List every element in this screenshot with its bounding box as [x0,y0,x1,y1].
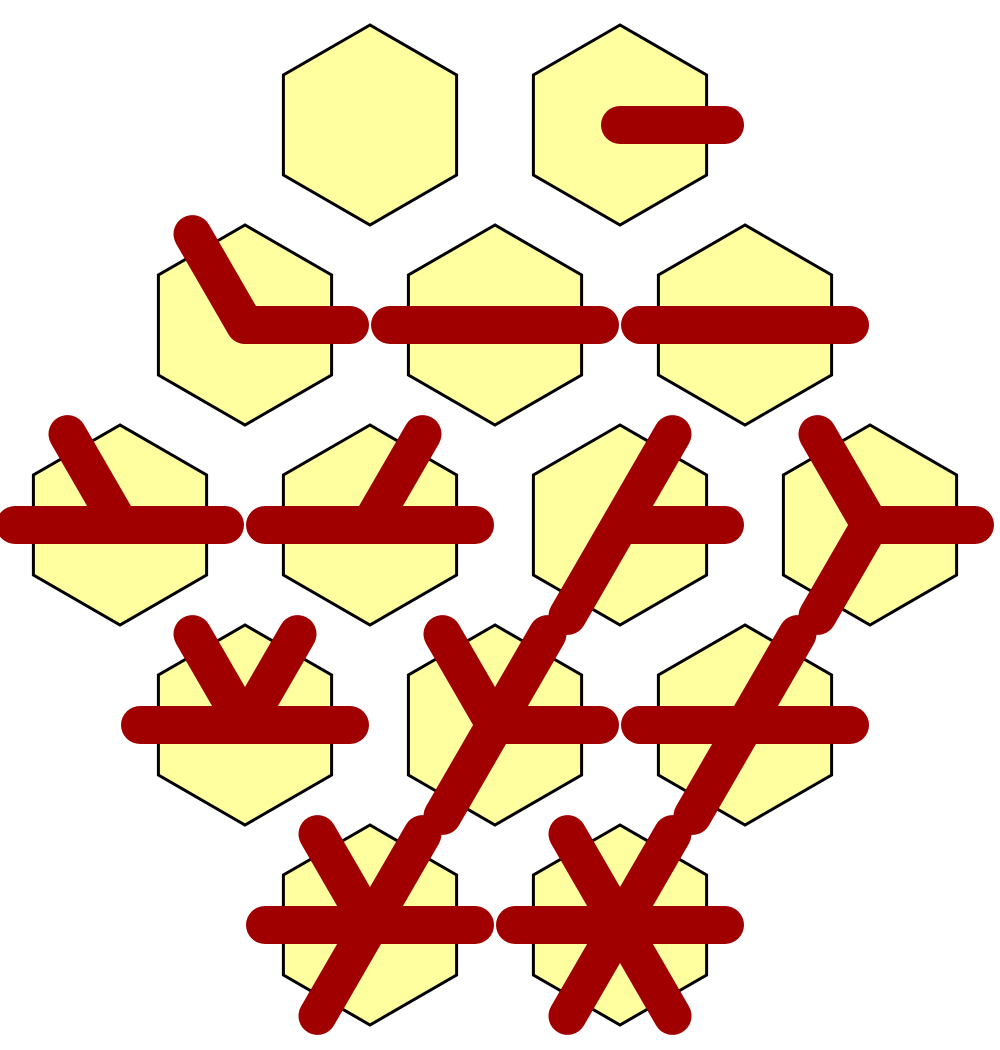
tile-12 [621,615,869,835]
spokes [798,415,994,635]
hexagon [281,23,459,227]
spokes [0,415,244,544]
tile-6 [0,415,244,627]
spokes [246,415,494,544]
tile-5 [621,223,869,427]
tile-7 [246,415,494,627]
tiles-layer [0,23,994,1035]
tile-1 [281,23,459,227]
spokes [621,615,869,835]
spokes [246,815,494,1035]
tile-13 [246,815,494,1035]
spokes [121,615,369,744]
spokes [173,215,369,344]
tile-14 [496,815,744,1035]
tile-10 [121,615,369,827]
tile-11 [406,615,619,835]
tile-4 [371,223,619,427]
tile-3 [156,215,369,427]
spokes [496,815,744,1035]
spokes [548,415,744,635]
tile-9 [781,415,994,635]
spokes [423,615,619,835]
tile-8 [531,415,744,635]
tile-2 [531,23,744,227]
